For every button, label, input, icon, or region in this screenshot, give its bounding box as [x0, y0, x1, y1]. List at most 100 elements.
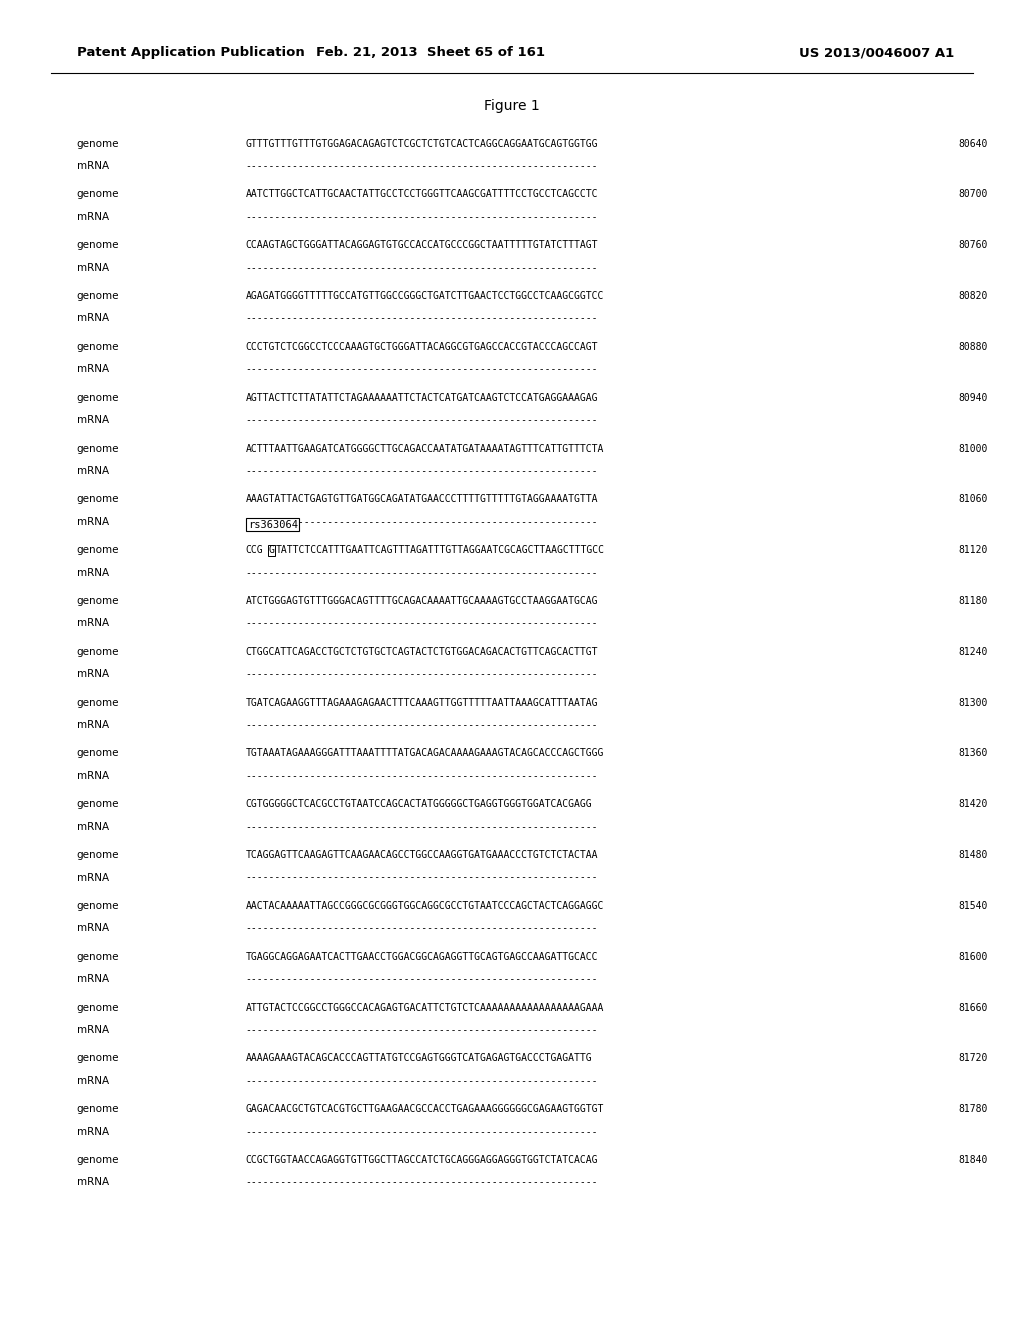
- Text: GAGACAACGCTGTCACGTGCTTGAAGAACGCCACCTGAGAAAGGGGGGCGAGAAGTGGTGT: GAGACAACGCTGTCACGTGCTTGAAGAACGCCACCTGAGA…: [246, 1104, 604, 1114]
- Text: ------------------------------------------------------------: ----------------------------------------…: [246, 466, 598, 477]
- Text: 80760: 80760: [958, 240, 988, 251]
- Text: 80640: 80640: [958, 139, 988, 149]
- Text: Figure 1: Figure 1: [484, 99, 540, 114]
- Text: 80880: 80880: [958, 342, 988, 352]
- Text: genome: genome: [77, 444, 120, 454]
- Text: ------------------------------------------------------------: ----------------------------------------…: [246, 669, 598, 680]
- Text: mRNA: mRNA: [77, 873, 109, 883]
- Text: ACTTTAATTGAAGATCATGGGGCTTGCAGACCAATATGATAAAATAGTTTCATTGTTTCTA: ACTTTAATTGAAGATCATGGGGCTTGCAGACCAATATGAT…: [246, 444, 604, 454]
- Text: ------------------------------------------------------------: ----------------------------------------…: [246, 568, 598, 578]
- Text: CCGCTGGTAACCAGAGGTGTTGGCTTAGCCATCTGCAGGGAGGAGGGTGGTCTATCACAG: CCGCTGGTAACCAGAGGTGTTGGCTTAGCCATCTGCAGGG…: [246, 1155, 598, 1166]
- Text: 81840: 81840: [958, 1155, 988, 1166]
- Text: ------------------------------------------------------------: ----------------------------------------…: [246, 721, 598, 730]
- Text: ------------------------------------------------------------: ----------------------------------------…: [246, 1127, 598, 1137]
- Text: AAAAGAAAGTACAGCACCCAGTTATGTCCGAGTGGGTCATGAGAGTGACCCTGAGATTG: AAAAGAAAGTACAGCACCCAGTTATGTCCGAGTGGGTCAT…: [246, 1053, 593, 1064]
- Text: ------------------------------------------------------------: ----------------------------------------…: [246, 313, 598, 323]
- Text: genome: genome: [77, 393, 120, 403]
- Text: CCG: CCG: [246, 545, 263, 556]
- Text: genome: genome: [77, 850, 120, 861]
- Text: Feb. 21, 2013  Sheet 65 of 161: Feb. 21, 2013 Sheet 65 of 161: [315, 46, 545, 59]
- Text: mRNA: mRNA: [77, 414, 109, 425]
- Text: mRNA: mRNA: [77, 974, 109, 985]
- Text: genome: genome: [77, 647, 120, 657]
- Text: genome: genome: [77, 748, 120, 759]
- Text: 81660: 81660: [958, 1003, 988, 1012]
- Text: TATTCTCCATTTGAATTCAGTTTAGATTTGTTAGGAATCGCAGCTTAAGCTTTGCC: TATTCTCCATTTGAATTCAGTTTAGATTTGTTAGGAATCG…: [275, 545, 605, 556]
- Text: Patent Application Publication: Patent Application Publication: [77, 46, 304, 59]
- Text: genome: genome: [77, 1104, 120, 1114]
- Text: 81780: 81780: [958, 1104, 988, 1114]
- Text: mRNA: mRNA: [77, 568, 109, 578]
- Text: ------------------------------------------------------------: ----------------------------------------…: [246, 974, 598, 985]
- Text: genome: genome: [77, 495, 120, 504]
- Text: ------------------------------------------------------------: ----------------------------------------…: [246, 161, 598, 172]
- Text: genome: genome: [77, 1155, 120, 1166]
- Text: mRNA: mRNA: [77, 211, 109, 222]
- Text: ------------------------------------------------------------: ----------------------------------------…: [246, 873, 598, 883]
- Text: genome: genome: [77, 597, 120, 606]
- Text: ATCTGGGAGTGTTTGGGACAGTTTTGCAGACAAAATTGCAAAAGTGCCTAAGGAATGCAG: ATCTGGGAGTGTTTGGGACAGTTTTGCAGACAAAATTGCA…: [246, 597, 598, 606]
- Text: 81240: 81240: [958, 647, 988, 657]
- Text: 81720: 81720: [958, 1053, 988, 1064]
- Text: genome: genome: [77, 900, 120, 911]
- Text: genome: genome: [77, 1003, 120, 1012]
- Text: genome: genome: [77, 697, 120, 708]
- Text: ------------------------------------------------------------: ----------------------------------------…: [246, 1024, 598, 1035]
- Text: 80820: 80820: [958, 290, 988, 301]
- Text: mRNA: mRNA: [77, 1177, 109, 1188]
- Text: 81600: 81600: [958, 952, 988, 962]
- Text: mRNA: mRNA: [77, 161, 109, 172]
- Text: ------------------------------------------------------------: ----------------------------------------…: [246, 211, 598, 222]
- Text: ------------------------------------------------------------: ----------------------------------------…: [246, 821, 598, 832]
- Text: TGTAAATAGAAAGGGATTTAAATTTTATGACAGACAAAAGAAAGTACAGCACCCAGCTGGG: TGTAAATAGAAAGGGATTTAAATTTTATGACAGACAAAAG…: [246, 748, 604, 759]
- Text: ------------------------------------------------------------: ----------------------------------------…: [246, 364, 598, 375]
- Text: mRNA: mRNA: [77, 618, 109, 628]
- Text: AACTACAAAAATTAGCCGGGCGCGGGTGGCAGGCGCCTGTAATCCCAGCTACTCAGGAGGC: AACTACAAAAATTAGCCGGGCGCGGGTGGCAGGCGCCTGT…: [246, 900, 604, 911]
- Text: genome: genome: [77, 189, 120, 199]
- Text: 81180: 81180: [958, 597, 988, 606]
- Text: genome: genome: [77, 952, 120, 962]
- Text: ATTGTACTCCGGCCTGGGCCACAGAGTGACATTCTGTCTCAAAAAAAAAAAAAAAAAGAAA: ATTGTACTCCGGCCTGGGCCACAGAGTGACATTCTGTCTC…: [246, 1003, 604, 1012]
- Text: ------------------------------------------------------------: ----------------------------------------…: [246, 263, 598, 273]
- Text: 81420: 81420: [958, 799, 988, 809]
- Text: CGTGGGGGCTCACGCCTGTAATCCAGCACTATGGGGGCTGAGGTGGGTGGATCACGAGG: CGTGGGGGCTCACGCCTGTAATCCAGCACTATGGGGGCTG…: [246, 799, 593, 809]
- Text: TGATCAGAAGGTTTAGAAAGAGAACTTTCAAAGTTGGTTTTTAATTAAAGCATTTAATAG: TGATCAGAAGGTTTAGAAAGAGAACTTTCAAAGTTGGTTT…: [246, 697, 598, 708]
- Text: genome: genome: [77, 139, 120, 149]
- Text: 81540: 81540: [958, 900, 988, 911]
- Text: genome: genome: [77, 240, 120, 251]
- Text: 81360: 81360: [958, 748, 988, 759]
- Text: G: G: [268, 545, 274, 556]
- Text: 81300: 81300: [958, 697, 988, 708]
- Text: genome: genome: [77, 545, 120, 556]
- Text: 80700: 80700: [958, 189, 988, 199]
- Text: CTGGCATTCAGACCTGCTCTGTGCTCAGTACTCTGTGGACAGACACTGTTCAGCACTTGT: CTGGCATTCAGACCTGCTCTGTGCTCAGTACTCTGTGGAC…: [246, 647, 598, 657]
- Text: genome: genome: [77, 290, 120, 301]
- Text: AGTTACTTCTTATATTCTAGAAAAAATTCTACTCATGATCAAGTCTCCATGAGGAAAGAG: AGTTACTTCTTATATTCTAGAAAAAATTCTACTCATGATC…: [246, 393, 598, 403]
- Text: ------------------------------------------------------------: ----------------------------------------…: [246, 414, 598, 425]
- Text: CCAAGTAGCTGGGATTACAGGAGTGTGCCACCATGCCCGGCTAATTTTTGTATCTTTAGT: CCAAGTAGCTGGGATTACAGGAGTGTGCCACCATGCCCGG…: [246, 240, 598, 251]
- Text: ------------------------------------------------------------: ----------------------------------------…: [246, 771, 598, 781]
- Text: mRNA: mRNA: [77, 721, 109, 730]
- Text: mRNA: mRNA: [77, 1024, 109, 1035]
- Text: genome: genome: [77, 1053, 120, 1064]
- Text: mRNA: mRNA: [77, 771, 109, 781]
- Text: mRNA: mRNA: [77, 313, 109, 323]
- Text: mRNA: mRNA: [77, 517, 109, 527]
- Text: AATCTTGGCTCATTGCAACTATTGCCTCCTGGGTTCAAGCGATTTTCCTGCCTCAGCCTC: AATCTTGGCTCATTGCAACTATTGCCTCCTGGGTTCAAGC…: [246, 189, 598, 199]
- Text: 81060: 81060: [958, 495, 988, 504]
- Text: ------------------------------------------------------------: ----------------------------------------…: [246, 1177, 598, 1188]
- Text: ------------------------------------------------------------: ----------------------------------------…: [246, 618, 598, 628]
- Text: mRNA: mRNA: [77, 1127, 109, 1137]
- Text: AAAGTATTACTGAGTGTTGATGGCAGATATGAACCCTTTTGTTTTTGTAGGAAAATGTTA: AAAGTATTACTGAGTGTTGATGGCAGATATGAACCCTTTT…: [246, 495, 598, 504]
- Text: 81120: 81120: [958, 545, 988, 556]
- Text: AGAGATGGGGTTTTTGCCATGTTGGCCGGGCTGATCTTGAACTCCTGGCCTCAAGCGGTCC: AGAGATGGGGTTTTTGCCATGTTGGCCGGGCTGATCTTGA…: [246, 290, 604, 301]
- Text: CCCTGTCTCGGCCTCCCAAAGTGCTGGGATTACAGGCGTGAGCCACCGTACCCAGCCAGT: CCCTGTCTCGGCCTCCCAAAGTGCTGGGATTACAGGCGTG…: [246, 342, 598, 352]
- Text: genome: genome: [77, 342, 120, 352]
- Text: mRNA: mRNA: [77, 1076, 109, 1086]
- Text: mRNA: mRNA: [77, 364, 109, 375]
- Text: mRNA: mRNA: [77, 924, 109, 933]
- Text: TGAGGCAGGAGAATCACTTGAACCTGGACGGCAGAGGTTGCAGTGAGCCAAGATTGCACC: TGAGGCAGGAGAATCACTTGAACCTGGACGGCAGAGGTTG…: [246, 952, 598, 962]
- Text: US 2013/0046007 A1: US 2013/0046007 A1: [799, 46, 954, 59]
- Text: ------------------------------------------------------------: ----------------------------------------…: [246, 924, 598, 933]
- Text: mRNA: mRNA: [77, 669, 109, 680]
